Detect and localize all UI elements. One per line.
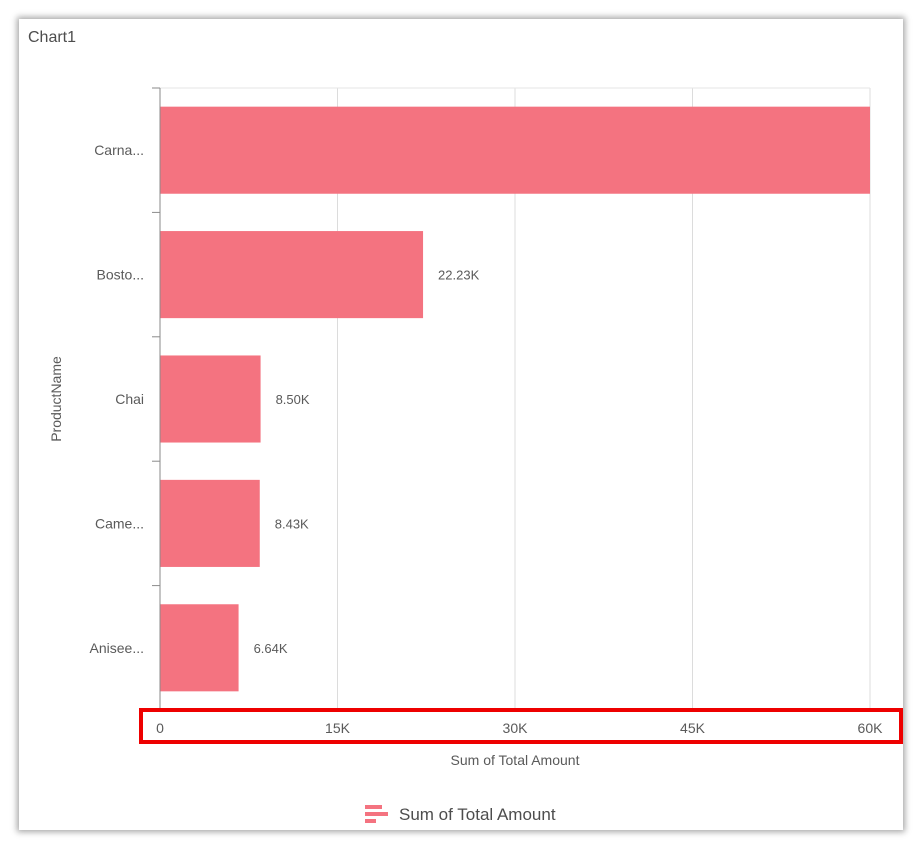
data-label: 8.50K [276,392,310,407]
bars [160,106,870,692]
y-tick-label: Carna... [94,142,144,158]
x-tick-label: 30K [503,720,529,736]
axes [139,87,903,744]
bar[interactable] [160,479,260,567]
bar[interactable] [160,355,261,443]
data-label: 22.23K [438,268,480,283]
bar[interactable] [160,106,870,194]
x-tick-label: 0 [156,720,164,736]
y-tick-label: Anisee... [90,640,144,656]
legend-label[interactable]: Sum of Total Amount [399,805,556,824]
labels: 0 15K 30K 45K 60K Carna... Bosto... 22.23K Chai 8… [48,142,883,768]
legend-icon [365,805,388,823]
x-tick-label: 60K [858,720,884,736]
legend-icon-bar [365,819,376,823]
x-tick-label: 15K [325,720,351,736]
chart-title: Chart1 [28,29,77,46]
legend-icon-bar [365,812,388,816]
y-tick-label: Bosto... [97,267,144,283]
y-tick-label: Chai [115,391,144,407]
x-axis-title: Sum of Total Amount [451,752,580,768]
x-axis-highlight-box [139,708,903,744]
legend[interactable]: Sum of Total Amount [365,805,556,824]
bar[interactable] [160,231,424,319]
data-label: 8.43K [275,516,309,531]
bar[interactable] [160,604,239,692]
y-axis-title: ProductName [48,356,64,442]
legend-icon-bar [365,805,382,809]
data-label: 6.64K [254,641,288,656]
x-tick-label: 45K [680,720,706,736]
y-tick-label: Came... [95,515,144,531]
